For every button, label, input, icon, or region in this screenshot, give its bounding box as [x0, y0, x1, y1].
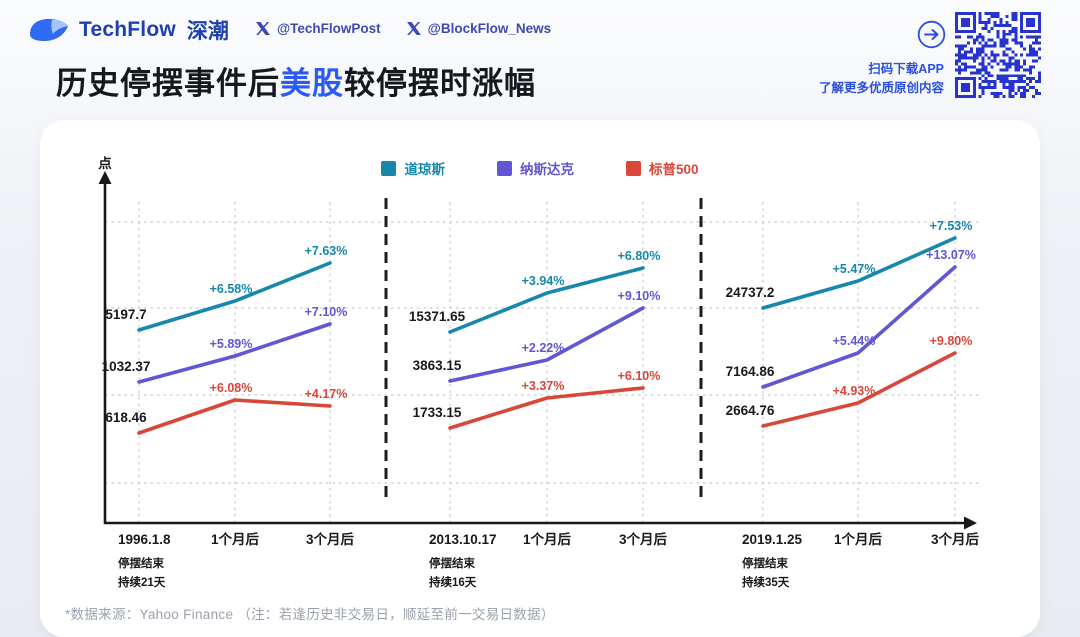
qr-caption-line2: 了解更多优质原创内容 — [818, 81, 944, 95]
pct-label-1m: +6.58% — [210, 282, 253, 296]
legend-swatch — [625, 160, 641, 176]
title-highlight: 美股 — [280, 66, 344, 101]
brand-name: TechFlow — [79, 18, 176, 41]
pct-label-3m: +7.63% — [305, 244, 348, 258]
start-value-label: 618.46 — [105, 410, 147, 425]
handle-techflowpost[interactable]: @TechFlowPost — [256, 21, 381, 36]
social-handles: @TechFlowPost @BlockFlow_News — [256, 21, 551, 36]
arrow-circle-button[interactable] — [917, 20, 946, 49]
start-value-label: 1733.15 — [413, 405, 462, 420]
pct-label-1m: +6.08% — [210, 381, 253, 395]
pct-label-1m: +2.22% — [522, 341, 565, 355]
legend-label: 标普500 — [648, 162, 699, 177]
qr-caption-line1: 扫码下载APP — [868, 62, 944, 76]
y-axis-arrow — [98, 171, 112, 184]
x-tick-label: 3个月后 — [306, 531, 355, 547]
x-axis-arrow — [964, 516, 977, 530]
shutdown-note: 停摆结束 — [429, 556, 475, 570]
shutdown-note: 持续35天 — [742, 575, 790, 589]
start-value-label: 15371.65 — [409, 309, 466, 324]
legend-item-dowjones: 道琼斯 — [381, 158, 445, 178]
pct-label-3m: +9.80% — [930, 334, 973, 348]
series-line — [448, 306, 645, 383]
qr-caption: 扫码下载APP 了解更多优质原创内容 — [819, 60, 944, 98]
series-line — [761, 236, 957, 310]
page-title: 历史停摆事件后美股较停摆时涨幅 — [56, 58, 536, 103]
shutdown-note: 停摆结束 — [742, 556, 788, 570]
pct-label-1m: +5.44% — [833, 334, 876, 348]
pct-label-3m: +4.17% — [305, 387, 348, 401]
pct-label-1m: +5.47% — [833, 262, 876, 276]
series-line — [448, 386, 645, 430]
data-source-footnote: *数据来源：Yahoo Finance （注：若逢历史非交易日，顺延至前一交易日… — [65, 607, 555, 622]
pct-label-3m: +13.07% — [926, 248, 976, 262]
x-tick-label: 1个月后 — [834, 531, 883, 547]
pct-label-1m: +3.37% — [522, 379, 565, 393]
series-line — [137, 398, 332, 435]
start-value-label: 3863.15 — [413, 358, 462, 373]
pct-label-3m: +6.10% — [618, 369, 661, 383]
legend-swatch — [381, 160, 397, 176]
start-value-label: 2664.76 — [726, 403, 775, 418]
start-value-label: 24737.2 — [726, 285, 775, 300]
series-line — [448, 266, 645, 334]
shutdown-note: 停摆结束 — [118, 556, 164, 570]
legend-item-nasdaq: 纳斯达克 — [496, 158, 574, 178]
start-value-label: 1032.37 — [102, 359, 151, 374]
pct-label-1m: +3.94% — [522, 274, 565, 288]
shutdown-note: 持续16天 — [429, 575, 477, 589]
x-tick-label: 3个月后 — [619, 531, 668, 547]
chart-card: 道琼斯 纳斯达克 标普500 点 1996.1.8 停摆结束持续21天 1个月后 3个月… — [40, 120, 1040, 637]
x-tick-date: 2013.10.17 — [429, 532, 497, 547]
techflow-swoosh-icon — [30, 19, 68, 41]
legend-item-sp500: 标普500 — [625, 158, 699, 178]
handle-blockflownews[interactable]: @BlockFlow_News — [406, 21, 552, 36]
x-tick-label: 1个月后 — [523, 531, 572, 547]
handle-label: @TechFlowPost — [277, 21, 381, 36]
qr-code — [955, 12, 1041, 98]
series-line — [137, 261, 332, 332]
x-tick-date: 2019.1.25 — [742, 532, 803, 547]
x-twitter-icon — [406, 22, 421, 35]
brand-name-cn: 深潮 — [186, 20, 229, 43]
start-value-label: 5197.7 — [105, 307, 146, 322]
pct-label-3m: +9.10% — [618, 289, 661, 303]
title-suffix: 较停摆时涨幅 — [344, 66, 536, 101]
pct-label-3m: +6.80% — [618, 249, 661, 263]
brand-logo: TechFlow 深潮 — [28, 15, 229, 45]
x-tick-label: 1个月后 — [211, 531, 260, 547]
legend-label: 道琼斯 — [404, 162, 445, 177]
shutdown-note: 持续21天 — [118, 575, 166, 589]
title-prefix: 历史停摆事件后 — [56, 66, 280, 101]
series-line — [761, 265, 957, 389]
handle-label: @BlockFlow_News — [427, 21, 552, 36]
legend-label: 纳斯达克 — [519, 162, 574, 177]
x-tick-date: 1996.1.8 — [118, 532, 171, 547]
pct-label-1m: +4.93% — [833, 384, 876, 398]
arrow-right-icon — [917, 20, 946, 49]
start-value-label: 7164.86 — [726, 364, 775, 379]
series-line — [761, 351, 957, 428]
chart-legend: 道琼斯 纳斯达克 标普500 — [40, 158, 1040, 178]
y-axis-unit-label: 点 — [98, 155, 112, 171]
pct-label-3m: +7.10% — [305, 305, 348, 319]
pct-label-1m: +5.89% — [210, 337, 253, 351]
pct-label-3m: +7.53% — [930, 219, 973, 233]
series-line — [137, 322, 332, 384]
legend-swatch — [496, 160, 512, 176]
x-tick-label: 3个月后 — [931, 531, 980, 547]
x-twitter-icon — [256, 22, 270, 35]
